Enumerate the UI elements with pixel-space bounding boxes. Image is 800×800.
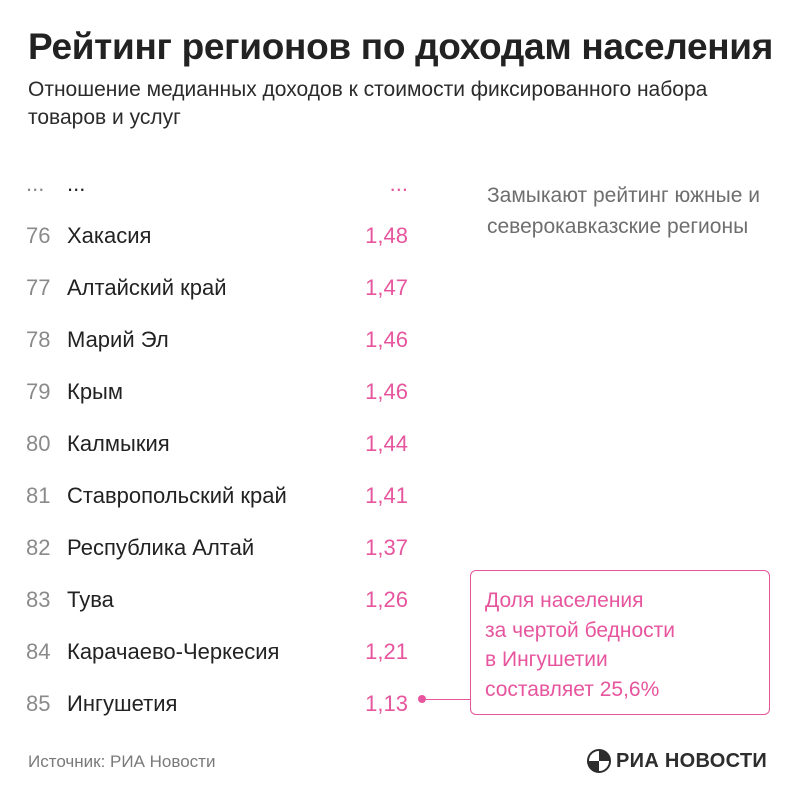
row-region-name: Алтайский край (67, 275, 227, 300)
row-region-name: Карачаево-Черкесия (67, 639, 280, 664)
row-region-name: Ставропольский край (67, 483, 287, 508)
table-row: 85 Ингушетия 1,13 (0, 687, 440, 721)
callout-connector (426, 698, 470, 700)
row-value: 1,46 (365, 379, 408, 404)
row-region-name: Хакасия (67, 223, 152, 248)
table-row: ......... (0, 167, 440, 201)
annotation-note: Замыкают рейтинг южные и северокавказски… (487, 184, 760, 238)
row-value: 1,46 (365, 327, 408, 352)
table-row: 79 Крым 1,46 (0, 375, 440, 409)
table-row: 81 Ставропольский край 1,41 (0, 479, 440, 513)
row-value: 1,44 (365, 431, 408, 456)
table-row: 77 Алтайский край 1,47 (0, 271, 440, 305)
row-rank: 85 (26, 691, 51, 716)
ria-logo: РИА НОВОСТИ (586, 746, 767, 776)
table-row: 83 Тува 1,26 (0, 583, 440, 617)
row-region-name: Тува (67, 587, 114, 612)
callout-dot (418, 695, 426, 703)
callout-box: Доля населения за чертой бедности в Ингу… (470, 570, 770, 715)
table-row: 80 Калмыкия 1,44 (0, 427, 440, 461)
row-rank: 83 (26, 587, 51, 612)
row-rank: 78 (26, 327, 51, 352)
row-value: 1,41 (365, 483, 408, 508)
row-region-name: Республика Алтай (67, 535, 255, 560)
chart-subtitle: Отношение медианных доходов к стоимости … (28, 78, 708, 129)
row-region-name: Ингушетия (67, 691, 178, 716)
row-value: 1,37 (365, 535, 408, 560)
row-rank: 84 (26, 639, 51, 664)
row-region-name: ... (67, 171, 86, 196)
row-region-name: Калмыкия (67, 431, 170, 456)
table-row: 82 Республика Алтай 1,37 (0, 531, 440, 565)
row-rank: 82 (26, 535, 51, 560)
ria-logo-icon (587, 749, 611, 773)
ria-logo-text: РИА НОВОСТИ (616, 749, 768, 772)
chart-title: Рейтинг регионов по доходам населения (28, 26, 774, 67)
row-rank: 76 (26, 223, 51, 248)
row-value: 1,26 (365, 587, 408, 612)
row-rank: 79 (26, 379, 51, 404)
row-value: ... (389, 171, 408, 196)
table-row: 78 Марий Эл 1,46 (0, 323, 440, 357)
row-rank: 81 (26, 483, 51, 508)
callout-text: Доля населения за чертой бедности в Ингу… (485, 589, 675, 701)
row-value: 1,21 (365, 639, 408, 664)
row-rank: 80 (26, 431, 51, 456)
row-value: 1,47 (365, 275, 408, 300)
row-value: 1,48 (365, 223, 408, 248)
row-region-name: Крым (67, 379, 123, 404)
table-row: 84 Карачаево-Черкесия 1,21 (0, 635, 440, 669)
row-value: 1,13 (365, 691, 408, 716)
table-row: 76 Хакасия 1,48 (0, 219, 440, 253)
row-rank: ... (26, 171, 45, 196)
row-rank: 77 (26, 275, 51, 300)
row-region-name: Марий Эл (67, 327, 169, 352)
source-caption: Источник: РИА Новости (28, 752, 216, 771)
